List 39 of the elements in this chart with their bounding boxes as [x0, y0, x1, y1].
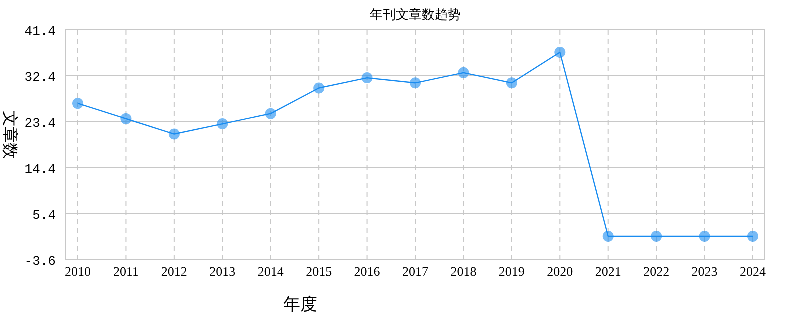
point — [458, 67, 470, 78]
y-tick-label: 41.4 — [24, 24, 56, 39]
point — [699, 230, 710, 242]
point — [362, 72, 373, 84]
x-tick-label: 2023 — [692, 264, 718, 279]
x-tick-label: 2020 — [547, 264, 574, 279]
point — [506, 78, 518, 89]
point — [314, 82, 325, 94]
point — [651, 230, 662, 242]
point — [72, 98, 84, 110]
y-axis-title: 文章数 — [1, 111, 19, 159]
y-tick-label: 14.4 — [24, 162, 56, 177]
point — [168, 128, 180, 140]
point — [602, 230, 614, 242]
chart-title: 年刊文章数趋势 — [370, 7, 461, 22]
x-tick-label: 2014 — [258, 264, 284, 279]
point — [265, 108, 276, 120]
x-tick-label: 2016 — [354, 264, 381, 279]
y-tick-label: 23.4 — [24, 116, 56, 131]
y-tick-label: 32.4 — [24, 70, 56, 85]
x-tick-label: 2019 — [498, 264, 525, 279]
point — [217, 118, 228, 130]
x-tick-label: 2012 — [161, 264, 188, 279]
x-tick-label: 2024 — [740, 264, 766, 279]
x-tick-label: 2013 — [210, 264, 236, 279]
x-tick-label: 2022 — [644, 264, 670, 279]
y-tick-label: 5.4 — [32, 208, 56, 223]
point — [554, 46, 566, 58]
point — [410, 78, 421, 89]
x-tick-label: 2015 — [306, 264, 332, 279]
x-tick-label: 2021 — [595, 264, 622, 279]
point — [748, 230, 758, 242]
x-tick-label: 2011 — [113, 264, 139, 279]
x-tick-label: 2010 — [65, 264, 91, 279]
point — [120, 113, 132, 124]
x-tick-label: 2017 — [402, 264, 429, 279]
x-tick-label: 2018 — [450, 264, 477, 279]
x-axis-title: 年度 — [284, 295, 318, 314]
y-tick-label: -3.6 — [24, 254, 56, 269]
